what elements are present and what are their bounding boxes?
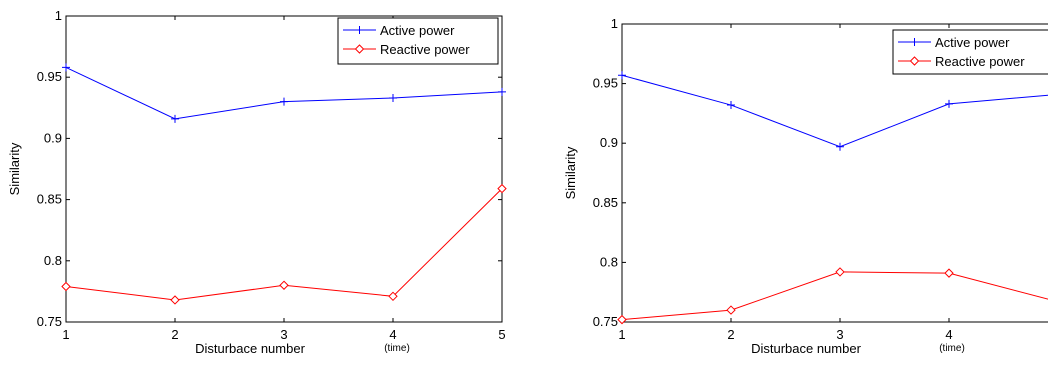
legend: Active power Reactive power [337,17,499,65]
x-tick-label: 5 [498,327,505,342]
x-tick-label: 1 [62,327,69,342]
x-tick-label: 4 [945,327,952,342]
data-point-marker [280,97,288,106]
legend-label: Active power [935,35,1010,50]
y-tick-label: 0.95 [593,76,618,91]
x-axis-label: Disturbace number [195,341,305,356]
data-point-marker [498,87,506,96]
data-point-marker [944,268,954,278]
legend-marker [910,38,919,46]
y-tick-label: 0.75 [37,314,62,329]
x-tick-label: 3 [280,327,287,342]
y-axis: 0.75 0.8 0.85 0.9 0.95 1 [593,16,626,329]
series-group [617,71,1048,325]
data-point-marker [388,291,398,302]
data-point-marker [835,267,845,277]
y-axis: 0.75 0.8 0.85 0.9 0.95 1 [37,8,502,329]
x-axis: 1 2 3 4 [618,24,953,342]
x-tick-label: 4 [389,327,396,342]
legend-label: Reactive power [380,42,470,57]
y-tick-label: 0.85 [593,195,618,210]
chart-panel-2: 1 2 3 4 0.75 0.8 0.85 0.9 0.95 1 Disturbace number… [563,16,1048,356]
legend-marker [909,56,920,66]
x-axis-unit: (time) [939,343,965,354]
data-point-marker [497,183,507,194]
legend-marker [355,26,364,34]
y-axis-label: Similarity [7,142,22,195]
legend-label: Reactive power [935,54,1025,69]
x-tick-label: 1 [618,327,625,342]
legend: Active power Reactive power [892,29,1048,75]
data-point-marker [389,94,397,103]
data-point-marker [726,305,736,315]
y-tick-label: 0.8 [600,254,618,269]
y-tick-label: 0.9 [44,130,62,145]
data-point-marker [62,63,70,72]
series-group [61,63,507,305]
y-tick-label: 1 [611,16,618,31]
y-tick-label: 0.75 [593,314,618,329]
data-point-marker [618,71,626,80]
data-point-marker [61,281,71,292]
y-tick-label: 0.85 [37,192,62,207]
data-point-marker [170,295,180,305]
data-point-marker [171,114,179,123]
data-point-marker [727,101,735,110]
data-point-marker [945,99,953,108]
legend-box [892,29,1048,75]
data-point-marker [617,314,627,325]
x-tick-label: 2 [171,327,178,342]
legend-marker [354,44,365,54]
y-tick-label: 0.95 [37,69,62,84]
y-axis-label: Similarity [563,146,578,199]
x-axis-label: Disturbace number [751,341,861,356]
y-tick-label: 0.9 [600,135,618,150]
x-tick-label: 2 [727,327,734,342]
data-point-marker [279,280,289,290]
legend-label: Active power [380,23,455,38]
y-tick-label: 0.8 [44,253,62,268]
data-point-marker [836,142,844,151]
x-tick-label: 3 [836,327,843,342]
x-axis-unit: (time) [384,343,410,354]
chart-panel-1: 1 2 3 4 5 0.75 0.8 0.85 0.9 0.95 1 Disturbace numbe… [7,8,507,356]
y-tick-label: 1 [55,8,62,23]
legend-box [337,17,499,65]
